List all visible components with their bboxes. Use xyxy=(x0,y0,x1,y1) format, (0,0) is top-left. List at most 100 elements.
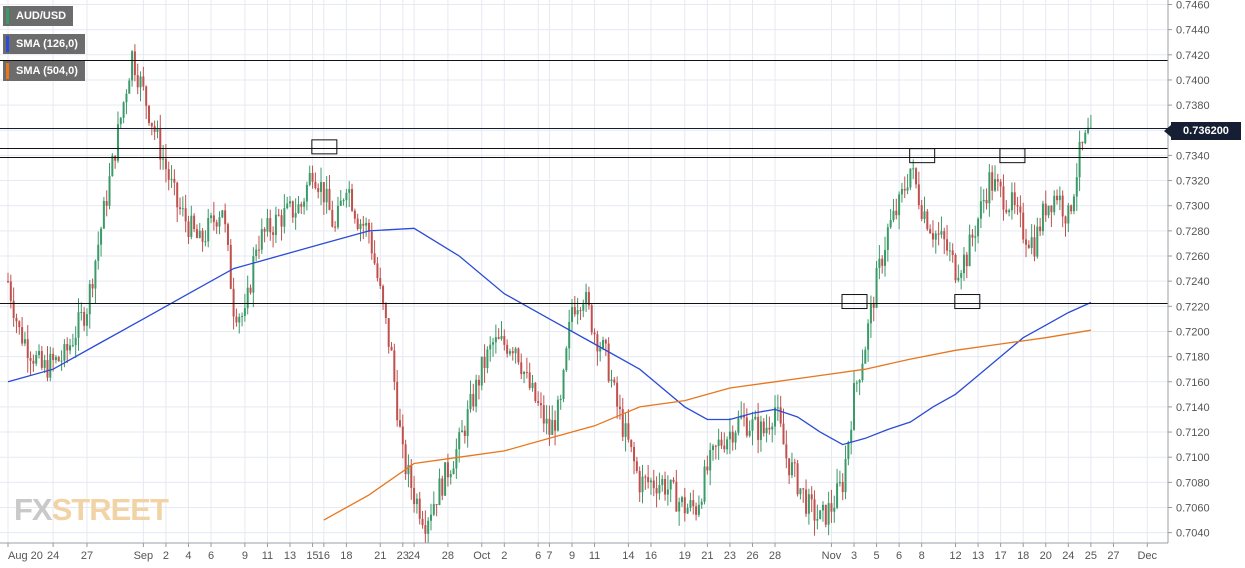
candle-body xyxy=(398,420,401,427)
candle-body xyxy=(1041,203,1044,232)
candle-body xyxy=(432,504,435,515)
legend-item-sma-126[interactable]: SMA (126,0) xyxy=(3,34,85,54)
legend-item-audusd[interactable]: AUD/USD xyxy=(3,6,74,26)
candle-body xyxy=(365,222,368,226)
candle-body xyxy=(255,249,258,257)
candle-body xyxy=(7,281,9,283)
candle-body xyxy=(788,458,791,476)
candle-body xyxy=(948,250,951,252)
candle-body xyxy=(60,360,63,362)
candle-body xyxy=(83,312,86,326)
candle-body xyxy=(576,310,579,315)
x-tick-label: 18 xyxy=(1017,550,1029,562)
candle-body xyxy=(768,427,771,430)
x-tick-label: Sep xyxy=(134,550,154,562)
candle-body xyxy=(833,507,836,512)
candle-body xyxy=(187,221,190,237)
candle-body xyxy=(618,406,621,410)
moving-averages xyxy=(7,227,1092,521)
candle-body xyxy=(1053,195,1056,213)
candle-body xyxy=(982,199,985,202)
candle-body xyxy=(384,303,387,319)
candle-body xyxy=(49,353,52,378)
candle-body xyxy=(872,304,875,308)
y-tick-label: 0.7100 xyxy=(1176,452,1210,464)
candle-body xyxy=(514,348,517,354)
candle-body xyxy=(69,345,72,351)
candle-body xyxy=(266,218,269,232)
candle-body xyxy=(968,234,971,267)
candle-body xyxy=(277,214,280,216)
highlight-box xyxy=(954,294,981,310)
y-tick-label: 0.7220 xyxy=(1176,301,1210,313)
candle-body xyxy=(1036,226,1039,257)
x-tick-label: 23 xyxy=(397,550,409,562)
candle-body xyxy=(46,360,49,378)
candle-body xyxy=(489,344,492,350)
candle-body xyxy=(413,487,416,505)
x-tick-label: 16 xyxy=(318,550,330,562)
candle-body xyxy=(77,312,80,338)
y-tick-label: 0.7060 xyxy=(1176,503,1210,515)
candle-body xyxy=(915,168,918,185)
candle-body xyxy=(12,300,15,318)
candle-body xyxy=(931,233,934,240)
candle-body xyxy=(669,479,672,490)
candle-body xyxy=(63,344,66,361)
candle-body xyxy=(556,399,559,431)
candle-body xyxy=(348,189,351,193)
candle-body xyxy=(435,504,438,506)
candle-body xyxy=(796,463,799,495)
candle-body xyxy=(136,75,139,88)
candle-body xyxy=(638,470,641,493)
candle-body xyxy=(723,445,726,450)
x-tick-label: 5 xyxy=(873,550,879,562)
x-tick-label: 19 xyxy=(679,550,691,562)
candle-body xyxy=(229,244,232,289)
candle-body xyxy=(379,278,382,286)
candle-body xyxy=(80,312,83,314)
candle-body xyxy=(762,421,765,434)
x-tick-label: 8 xyxy=(919,550,925,562)
candle-body xyxy=(1019,206,1022,213)
candle-body xyxy=(458,432,461,450)
candle-body xyxy=(57,357,60,362)
x-tick-label: Oct xyxy=(473,550,490,562)
x-tick-label: 20 xyxy=(1040,550,1052,562)
candle-body xyxy=(320,182,323,192)
candle-body xyxy=(54,357,57,361)
candle-body xyxy=(974,236,977,238)
candle-body xyxy=(328,188,331,211)
x-tick-label: Nov xyxy=(822,550,842,562)
highlight-boxes xyxy=(311,139,1026,310)
candle-body xyxy=(257,249,260,251)
candle-body xyxy=(500,336,503,339)
candle-body xyxy=(881,258,884,266)
candle-body xyxy=(977,218,980,237)
candle-body xyxy=(1027,244,1030,248)
legend-item-sma-504[interactable]: SMA (504,0) xyxy=(3,61,85,81)
candle-body xyxy=(582,304,585,311)
candle-body xyxy=(633,447,636,462)
candle-body xyxy=(162,158,165,160)
candle-body xyxy=(356,218,359,229)
candle-body xyxy=(373,253,376,264)
candle-body xyxy=(946,239,949,251)
candle-body xyxy=(486,349,489,369)
candle-body xyxy=(122,102,125,118)
candle-body xyxy=(382,285,385,304)
candle-body xyxy=(170,178,173,180)
candle-body xyxy=(1081,141,1084,144)
x-tick-label: 17 xyxy=(995,550,1007,562)
candle-body xyxy=(452,468,455,475)
candle-body xyxy=(128,80,131,94)
candle-body xyxy=(627,423,630,440)
highlight-box xyxy=(999,148,1026,164)
candle-body xyxy=(889,220,892,228)
candle-body xyxy=(376,263,379,279)
y-tick-label: 0.7140 xyxy=(1176,402,1210,414)
candle-body xyxy=(678,502,681,512)
x-tick-label: Aug 20 xyxy=(8,550,43,562)
y-tick-label: 0.7240 xyxy=(1176,276,1210,288)
x-tick-label: 6 xyxy=(896,550,902,562)
